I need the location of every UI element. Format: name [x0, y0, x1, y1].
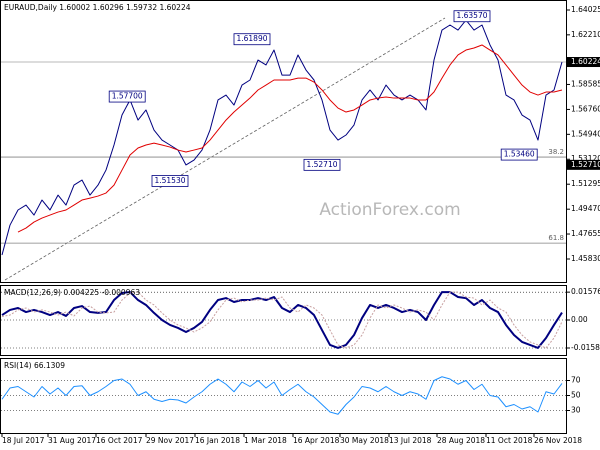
y-tick-label: 1.45830 [571, 254, 600, 263]
annotation-box [151, 175, 189, 187]
y-tick-label: 50 [571, 391, 581, 400]
y-tick-label: 1.53120 [571, 154, 600, 163]
y-tick-label: 1.56760 [571, 104, 600, 113]
series-line [1, 376, 563, 415]
series-line [1, 19, 563, 256]
price-panel [0, 0, 567, 283]
panel-title: RSI(14) 66.1309 [4, 361, 65, 370]
rsi-panel [0, 358, 567, 434]
annotation-label: 1.61890 [236, 34, 267, 43]
series-line [1, 291, 563, 349]
series-line [1, 291, 563, 349]
x-tick-label: 16 Jan 2018 [195, 436, 240, 445]
x-tick-label: 16 Apr 2018 [293, 436, 340, 445]
x-tick-label: 11 Oct 2018 [486, 436, 533, 445]
fib-level-label: 61.8 [548, 234, 564, 242]
series-line [17, 44, 563, 233]
annotation-box [108, 90, 146, 103]
x-tick-label: 28 Aug 2018 [437, 436, 485, 445]
annotation-box [500, 148, 538, 161]
y-tick-label: -0.015834 [571, 343, 600, 352]
annotation-label: 1.63570 [456, 11, 487, 20]
panel-title: EURAUD,Daily 1.60002 1.60296 1.59732 1.6… [4, 3, 191, 12]
annotation-label: 1.52710 [306, 160, 337, 169]
x-tick-label: 29 Nov 2017 [146, 436, 194, 445]
price-marker [566, 57, 600, 68]
x-tick-label: 26 Nov 2018 [534, 436, 582, 445]
price-marker-label: 1.60224 [571, 57, 600, 66]
y-tick-label: 1.51295 [571, 179, 600, 188]
y-tick-label: 0.015762 [571, 287, 600, 296]
annotation-label: 1.53460 [504, 150, 535, 159]
y-tick-label: 0.00 [571, 315, 588, 324]
annotation-box [233, 33, 271, 46]
fib-level-label: 38.2 [548, 148, 564, 156]
y-tick-label: 1.64025 [571, 5, 600, 14]
x-tick-label: 31 Aug 2017 [48, 436, 96, 445]
y-tick-label: 1.54940 [571, 129, 600, 138]
watermark: ActionForex.com [319, 200, 460, 220]
x-tick-label: 18 Jul 2017 [2, 436, 45, 445]
price-marker-label: 1.52710 [571, 160, 600, 169]
x-tick-label: 13 Jul 2018 [389, 436, 432, 445]
price-marker [566, 159, 600, 170]
y-tick-label: 70 [571, 376, 581, 385]
annotation-label: 1.51530 [154, 176, 185, 185]
y-tick-label: 1.62210 [571, 30, 600, 39]
y-tick-label: 1.47655 [571, 229, 600, 238]
x-tick-label: 16 Oct 2017 [96, 436, 143, 445]
annotation-label: 1.57700 [112, 92, 143, 101]
x-tick-label: 30 May 2018 [340, 436, 389, 445]
y-tick-label: 1.58585 [571, 79, 600, 88]
trend-line [4, 17, 446, 281]
x-tick-label: 1 Mar 2018 [244, 436, 287, 445]
y-tick-label: 1.49470 [571, 204, 600, 213]
y-tick-label: 30 [571, 406, 581, 415]
annotation-box [303, 158, 341, 171]
panel-title: MACD(12,26,9) 0.004225 -0.000963 [4, 288, 140, 297]
annotation-box [453, 10, 491, 23]
